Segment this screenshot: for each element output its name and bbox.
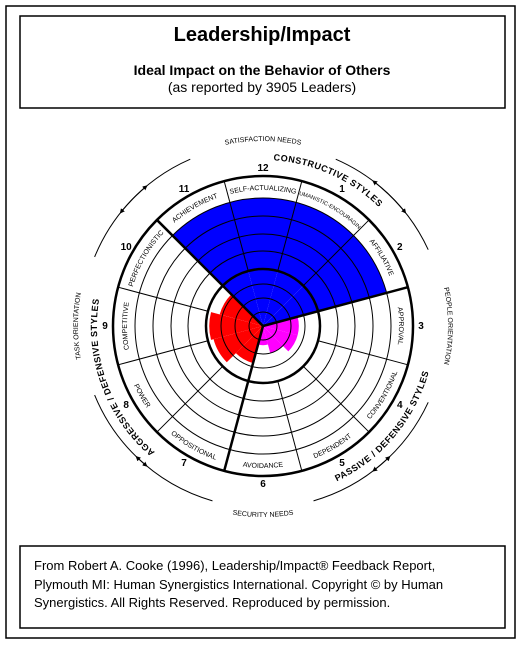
segment-label: COMPETITIVE bbox=[122, 301, 131, 350]
source-line: From Robert A. Cooke (1996), Leadership/… bbox=[34, 558, 435, 573]
segment-wedge bbox=[258, 326, 268, 346]
segment-number: 10 bbox=[121, 242, 133, 253]
segment-wedge bbox=[263, 235, 387, 326]
annotation: TASK ORIENTATION bbox=[73, 292, 83, 360]
spoke bbox=[302, 219, 370, 287]
segment-wedge bbox=[172, 202, 263, 326]
segment-label: PERFECTIONISTIC bbox=[128, 229, 166, 287]
spoke bbox=[222, 325, 265, 472]
spoke bbox=[277, 180, 303, 272]
annotation-arrow bbox=[335, 158, 407, 214]
chart-subtitle: (as reported by 3905 Leaders) bbox=[168, 79, 356, 95]
title-box bbox=[19, 15, 506, 109]
segment-number: 3 bbox=[418, 321, 424, 332]
segment-number: 12 bbox=[257, 163, 269, 174]
segment-label: APPROVAL bbox=[396, 307, 404, 345]
ring bbox=[111, 174, 415, 478]
spoke bbox=[262, 285, 409, 328]
annotation: PEOPLE ORIENTATION bbox=[442, 287, 453, 365]
annotation-arrow bbox=[313, 455, 391, 502]
chart-subtitle: Ideal Impact on the Behavior of Others bbox=[134, 62, 391, 78]
segment-label: AVOIDANCE bbox=[242, 462, 283, 470]
annotation-arrow bbox=[94, 394, 148, 467]
segment-label: OPPOSITIONAL bbox=[169, 430, 217, 462]
annotation: SATISFACTION NEEDS bbox=[224, 136, 302, 147]
ring bbox=[248, 311, 278, 341]
segment-number: 1 bbox=[339, 184, 345, 195]
segment-label: SELF-ACTUALIZING bbox=[229, 185, 297, 196]
ring bbox=[134, 197, 392, 455]
segment-wedge bbox=[263, 316, 299, 336]
ring bbox=[152, 215, 374, 437]
chart-title: Leadership/Impact bbox=[174, 24, 351, 46]
annotation-arrow bbox=[372, 402, 429, 472]
segment-wedge bbox=[263, 202, 354, 326]
spoke bbox=[156, 365, 224, 433]
segment-number: 2 bbox=[397, 242, 403, 253]
ring bbox=[170, 233, 356, 419]
segment-label: APPROVAL bbox=[396, 307, 404, 345]
ring bbox=[187, 250, 339, 402]
segment-wedge bbox=[229, 197, 297, 326]
segment-wedge bbox=[263, 326, 298, 352]
spoke bbox=[117, 340, 209, 366]
ring bbox=[220, 283, 306, 369]
annotation: TASK ORIENTATION bbox=[73, 292, 83, 360]
segment-label: PERFECTIONISTIC bbox=[128, 229, 166, 287]
segment-label: OPPOSITIONAL bbox=[169, 430, 217, 462]
annotation-arrow bbox=[372, 180, 429, 250]
ring bbox=[204, 267, 322, 385]
annotation-arrow bbox=[94, 185, 148, 258]
segment-number: 6 bbox=[260, 479, 266, 490]
segment-wedge bbox=[235, 326, 263, 364]
segment-label: AVOIDANCE bbox=[242, 462, 283, 470]
segment-label: DEPENDENT bbox=[313, 432, 354, 460]
spoke bbox=[223, 180, 249, 272]
ring bbox=[234, 297, 292, 355]
annotation: SECURITY NEEDS bbox=[232, 510, 294, 519]
source-box bbox=[19, 545, 506, 629]
annotation: SATISFACTION NEEDS bbox=[224, 136, 302, 147]
segment-wedge bbox=[213, 326, 263, 363]
annotation: SECURITY NEEDS bbox=[232, 510, 294, 519]
spoke bbox=[277, 380, 303, 472]
source-line: Synergistics. All Rights Reserved. Repro… bbox=[34, 595, 390, 610]
segment-label: SELF-ACTUALIZING bbox=[229, 185, 297, 196]
annotation: PASSIVE / DEFENSIVE STYLES bbox=[333, 369, 430, 483]
segment-label: DEPENDENT bbox=[313, 432, 354, 460]
spoke bbox=[302, 365, 370, 433]
segment-number: 5 bbox=[339, 458, 345, 469]
segment-wedge bbox=[209, 312, 263, 340]
annotation: PASSIVE / DEFENSIVE STYLES bbox=[333, 369, 431, 483]
segment-wedge bbox=[263, 326, 283, 354]
spoke bbox=[117, 286, 209, 312]
segment-number: 8 bbox=[123, 400, 129, 411]
segment-number: 9 bbox=[102, 321, 108, 332]
spoke bbox=[317, 340, 409, 366]
spoke bbox=[156, 219, 264, 327]
segment-label: COMPETITIVE bbox=[122, 301, 131, 350]
segment-number: 11 bbox=[179, 184, 190, 195]
source-line: Plymouth MI: Human Synergistics Internat… bbox=[34, 577, 443, 592]
segment-wedge bbox=[219, 294, 263, 326]
segment-number: 4 bbox=[397, 400, 403, 411]
page-frame bbox=[5, 5, 516, 639]
segment-number: 7 bbox=[181, 458, 187, 469]
annotation: PEOPLE ORIENTATION bbox=[442, 287, 453, 365]
